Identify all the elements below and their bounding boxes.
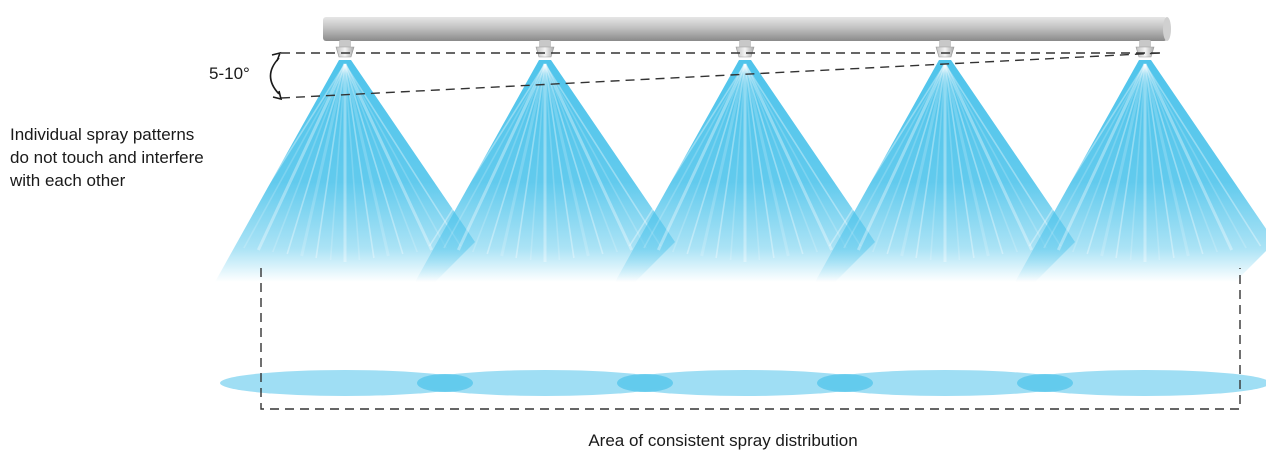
distribution-area-box (260, 268, 1241, 410)
spray-cone (615, 60, 875, 282)
spray-pool (820, 370, 1070, 396)
angle-arrow (269, 51, 283, 101)
note-line: do not touch and interfere (10, 148, 204, 167)
spray-cone (1015, 60, 1266, 282)
nozzle (1135, 40, 1155, 58)
spray-pool (1020, 370, 1266, 396)
note-line: Individual spray patterns (10, 125, 195, 144)
spray-pools (220, 370, 1266, 396)
tilted-reference-line (280, 52, 1161, 99)
nozzle (335, 40, 355, 58)
pool-overlap (417, 374, 473, 392)
spray-pool (420, 370, 670, 396)
header-pipe (323, 17, 1171, 41)
nozzle (535, 40, 555, 58)
spray-cones (215, 60, 1266, 282)
nozzles (335, 40, 1155, 58)
pool-overlap (1017, 374, 1073, 392)
pool-overlap (817, 374, 873, 392)
spray-pool (620, 370, 870, 396)
angle-reference-lines (280, 52, 1161, 99)
angle-label: 5-10° (209, 64, 250, 83)
note-line: with each other (10, 171, 126, 190)
interference-note: Individual spray patterns do not touch a… (10, 123, 270, 192)
nozzle (935, 40, 955, 58)
nozzle (735, 40, 755, 58)
spray-pool (220, 370, 470, 396)
spray-cone (415, 60, 675, 282)
pool-overlap (617, 374, 673, 392)
area-label: Area of consistent spray distribution (588, 431, 858, 450)
spray-cone (815, 60, 1075, 282)
spray-cone (215, 60, 475, 282)
